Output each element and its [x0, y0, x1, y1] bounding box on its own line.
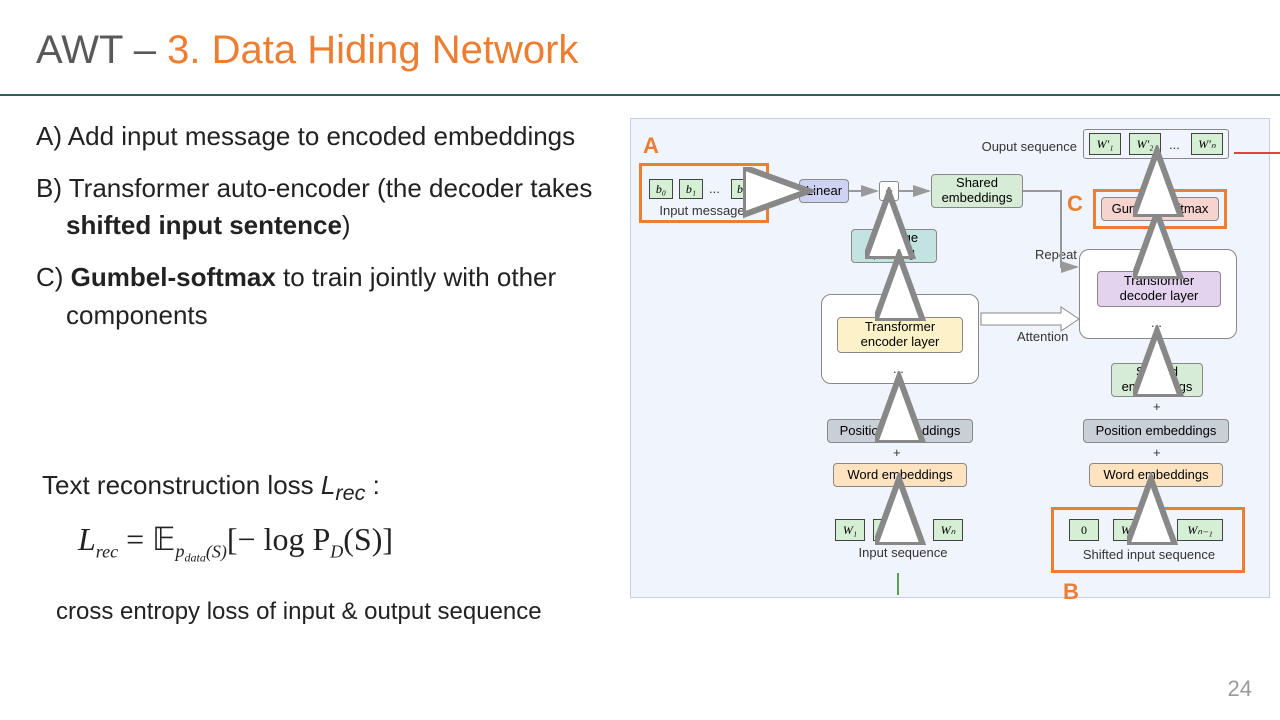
input-message-label: Input message	[657, 203, 747, 218]
shared-emb-top: Shared embeddings	[931, 174, 1023, 208]
enc-dots-top: ...	[893, 298, 904, 313]
green-mark-left	[897, 573, 899, 595]
shseq-dots: ...	[1153, 523, 1164, 538]
input-seq-label: Input sequence	[853, 545, 953, 560]
dec-dots-bot: ...	[1151, 315, 1162, 330]
architecture-diagram: A b₀ b₁ ... bq Input message Linear + Sh…	[630, 118, 1270, 598]
inseq-n: Wₙ	[933, 519, 963, 541]
shseq-n: Wₙ₋₁	[1177, 519, 1223, 541]
shseq-1: W₁	[1113, 519, 1143, 541]
slide-title: AWT – 3. Data Hiding Network	[36, 28, 578, 73]
enc-layer: Transformer encoder layer	[837, 317, 963, 353]
plus-r1: +	[1153, 399, 1161, 414]
bit-dots: ...	[709, 181, 720, 196]
loss-formula: Lrec = 𝔼pdata(S)[− log PD(S)]	[78, 520, 393, 566]
bit-1: b₁	[679, 179, 703, 199]
repeat-label: Repeat	[1035, 247, 1077, 262]
plus-left: +	[893, 445, 901, 460]
plus-box: +	[879, 181, 899, 201]
letter-a: A	[643, 133, 659, 159]
body-text: A) Add input message to encoded embeddin…	[36, 118, 616, 348]
attention-label: Attention	[1017, 329, 1068, 344]
outseq-frame	[1083, 129, 1229, 159]
letter-c: C	[1067, 191, 1083, 217]
bullet-b: B) Transformer auto-encoder (the decoder…	[36, 170, 616, 245]
title-divider	[0, 94, 1280, 96]
pos-emb-left: Position embeddings	[827, 419, 973, 443]
page-number: 24	[1228, 676, 1252, 702]
word-emb-left: Word embeddings	[833, 463, 967, 487]
dec-dots-top: ...	[1151, 252, 1162, 267]
shseq-0: 0	[1069, 519, 1099, 541]
shared-emb-right: Shared embeddings	[1111, 363, 1203, 397]
bit-0: b₀	[649, 179, 673, 199]
inseq-0: W₁	[835, 519, 865, 541]
letter-b: B	[1063, 579, 1079, 605]
frame-c	[1093, 189, 1227, 229]
word-emb-right: Word embeddings	[1089, 463, 1223, 487]
loss-label: Text reconstruction loss Lrec :	[42, 470, 380, 506]
title-main: 3. Data Hiding Network	[167, 28, 578, 72]
title-prefix: AWT –	[36, 28, 167, 72]
loss-caption: cross entropy loss of input & output seq…	[56, 598, 542, 626]
inseq-1: W₂	[873, 519, 903, 541]
output-seq-label: Ouput sequence	[977, 139, 1077, 154]
red-mark-right	[1234, 152, 1280, 154]
inseq-dots: ...	[911, 523, 922, 538]
plus-r2: +	[1153, 445, 1161, 460]
avg-pooling: Average pooling	[851, 229, 937, 263]
linear-box: Linear	[799, 179, 849, 203]
enc-dots-bot: ...	[893, 361, 904, 376]
bullet-c: C) Gumbel-softmax to train jointly with …	[36, 259, 616, 334]
dec-layer: Transformer decoder layer	[1097, 271, 1221, 307]
bullet-a: A) Add input message to encoded embeddin…	[36, 118, 616, 156]
bit-q: bq	[731, 179, 755, 199]
pos-emb-right: Position embeddings	[1083, 419, 1229, 443]
shifted-label: Shifted input sequence	[1079, 547, 1219, 562]
